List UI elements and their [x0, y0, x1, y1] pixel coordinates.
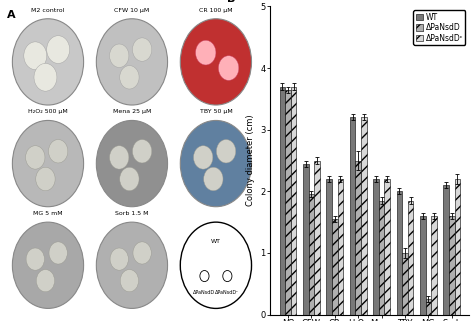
Circle shape	[204, 167, 223, 191]
Y-axis label: Colony diameter (cm): Colony diameter (cm)	[246, 115, 255, 206]
Text: ΔPaNsdD: ΔPaNsdD	[193, 290, 216, 295]
Bar	[420, 216, 426, 315]
Bar	[326, 179, 332, 315]
Bar	[314, 160, 320, 315]
Bar	[449, 216, 455, 315]
Bar	[356, 160, 361, 315]
Text: CFW 10 μM: CFW 10 μM	[114, 8, 150, 13]
Circle shape	[36, 270, 55, 292]
Circle shape	[193, 146, 213, 169]
Circle shape	[26, 248, 45, 270]
Text: MG 5 mM: MG 5 mM	[33, 211, 63, 216]
Circle shape	[133, 242, 151, 264]
Bar	[384, 179, 390, 315]
Text: TBY 50 μM: TBY 50 μM	[200, 109, 232, 114]
Text: M2 control: M2 control	[31, 8, 64, 13]
Circle shape	[109, 44, 129, 67]
Circle shape	[48, 140, 68, 163]
Circle shape	[180, 222, 252, 308]
Bar	[361, 117, 366, 315]
Bar	[431, 216, 437, 315]
Text: H₂O₂ 500 μM: H₂O₂ 500 μM	[28, 109, 68, 114]
Circle shape	[196, 40, 216, 65]
Circle shape	[96, 120, 168, 207]
Circle shape	[26, 146, 45, 169]
Bar	[350, 117, 356, 315]
Text: Mena 25 μM: Mena 25 μM	[113, 109, 151, 114]
Bar	[291, 87, 296, 315]
Bar	[280, 87, 285, 315]
Circle shape	[12, 19, 83, 105]
Circle shape	[180, 19, 252, 105]
Text: ΔPaNsdDᶜ: ΔPaNsdDᶜ	[215, 290, 239, 295]
Bar	[285, 90, 291, 315]
Circle shape	[223, 271, 232, 282]
Bar	[303, 164, 309, 315]
Circle shape	[200, 271, 209, 282]
Circle shape	[120, 65, 139, 89]
Circle shape	[49, 242, 67, 264]
Bar	[309, 195, 314, 315]
Bar	[373, 179, 379, 315]
Circle shape	[109, 146, 129, 169]
Circle shape	[132, 140, 152, 163]
Legend: WT, ΔPaNsdD, ΔPaNsdDᶜ: WT, ΔPaNsdD, ΔPaNsdDᶜ	[413, 10, 465, 45]
Circle shape	[120, 167, 139, 191]
Circle shape	[180, 120, 252, 207]
Circle shape	[24, 42, 47, 70]
Circle shape	[96, 222, 168, 308]
Bar	[455, 179, 460, 315]
Circle shape	[120, 270, 138, 292]
Bar	[426, 299, 431, 315]
Circle shape	[12, 120, 83, 207]
Bar	[443, 185, 449, 315]
Circle shape	[34, 64, 57, 91]
Circle shape	[47, 36, 70, 64]
Text: B: B	[227, 0, 235, 4]
Text: WT: WT	[211, 239, 221, 244]
Circle shape	[110, 248, 128, 270]
Circle shape	[217, 140, 236, 163]
Text: CR 100 μM: CR 100 μM	[199, 8, 233, 13]
Bar	[337, 179, 343, 315]
Bar	[408, 201, 413, 315]
Circle shape	[132, 38, 152, 61]
Text: A: A	[7, 10, 16, 20]
Circle shape	[96, 19, 168, 105]
Bar	[332, 219, 337, 315]
Circle shape	[219, 56, 239, 80]
Bar	[402, 253, 408, 315]
Bar	[397, 191, 402, 315]
Text: Sorb 1.5 M: Sorb 1.5 M	[115, 211, 149, 216]
Circle shape	[36, 167, 55, 191]
Circle shape	[12, 222, 83, 308]
Bar	[379, 201, 384, 315]
